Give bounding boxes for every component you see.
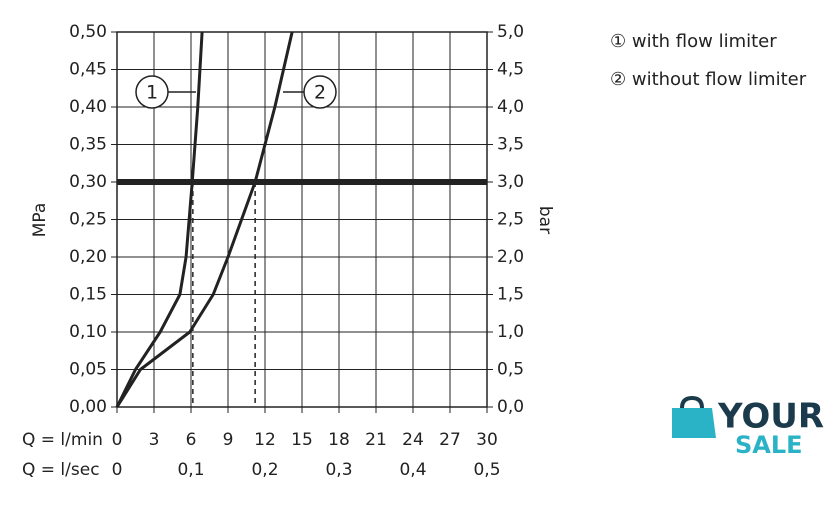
y2-tick-label: 0,0 (497, 397, 524, 417)
x2-axis-label: Q = l/sec (22, 460, 100, 480)
x2-tick-label: 0,5 (473, 460, 500, 480)
y2-tick-label: 3,0 (497, 172, 524, 192)
x-axis-label: Q = l/min (22, 430, 103, 450)
y2-axis-label: bar (535, 206, 555, 234)
logo-icon-handle (680, 395, 704, 409)
x-tick-label: 24 (402, 430, 424, 450)
y-tick-label: 0,25 (69, 210, 107, 230)
x-tick-label: 27 (439, 430, 461, 450)
x-tick-label: 15 (291, 430, 313, 450)
logo: YOUR SALE (672, 395, 824, 459)
x-tick-label: 3 (149, 430, 160, 450)
legend-entry: ① with flow limiter (610, 31, 777, 52)
x2-tick-label: 0 (112, 460, 123, 480)
y-tick-label: 0,10 (69, 322, 107, 342)
y2-tick-label: 4,5 (497, 60, 524, 80)
x-tick-label: 0 (112, 430, 123, 450)
y-axis-label: MPa (30, 203, 50, 238)
y-tick-label: 0,15 (69, 285, 107, 305)
x-tick-label: 21 (365, 430, 387, 450)
curve-label-circle (135, 75, 169, 109)
x-tick-label: 30 (476, 430, 498, 450)
logo-text: SALE (735, 431, 803, 459)
x2-tick-label: 0,2 (251, 460, 278, 480)
y-tick-label: 0,20 (69, 247, 107, 267)
y-tick-label: 0,00 (69, 397, 107, 417)
curve-label: 1 (146, 82, 158, 104)
x2-tick-label: 0,3 (325, 460, 352, 480)
curve-label-circle (303, 75, 337, 109)
y-tick-label: 0,50 (69, 22, 107, 42)
y2-tick-label: 2,0 (497, 247, 524, 267)
y2-tick-label: 3,5 (497, 135, 524, 155)
legend-entry: ② without flow limiter (610, 69, 807, 90)
y2-tick-label: 0,5 (497, 360, 524, 380)
logo-text: YOUR (717, 397, 824, 437)
x-tick-label: 12 (254, 430, 276, 450)
y2-tick-label: 5,0 (497, 22, 524, 42)
series-line (115, 31, 204, 408)
series-line (115, 31, 294, 408)
logo-icon (672, 408, 716, 438)
y2-tick-label: 1,5 (497, 285, 524, 305)
plot-frame (116, 31, 488, 408)
y-tick-label: 0,45 (69, 60, 107, 80)
y-tick-label: 0,30 (69, 172, 107, 192)
x-tick-label: 6 (186, 430, 197, 450)
y2-tick-label: 1,0 (497, 322, 524, 342)
curve-label: 2 (314, 82, 326, 104)
x2-tick-label: 0,4 (399, 460, 426, 480)
y2-tick-label: 4,0 (497, 97, 524, 117)
y-tick-label: 0,35 (69, 135, 107, 155)
y-tick-label: 0,40 (69, 97, 107, 117)
y-tick-label: 0,05 (69, 360, 107, 380)
y2-tick-label: 2,5 (497, 210, 524, 230)
x-tick-label: 18 (328, 430, 350, 450)
x-tick-label: 9 (223, 430, 234, 450)
x2-tick-label: 0,1 (177, 460, 204, 480)
